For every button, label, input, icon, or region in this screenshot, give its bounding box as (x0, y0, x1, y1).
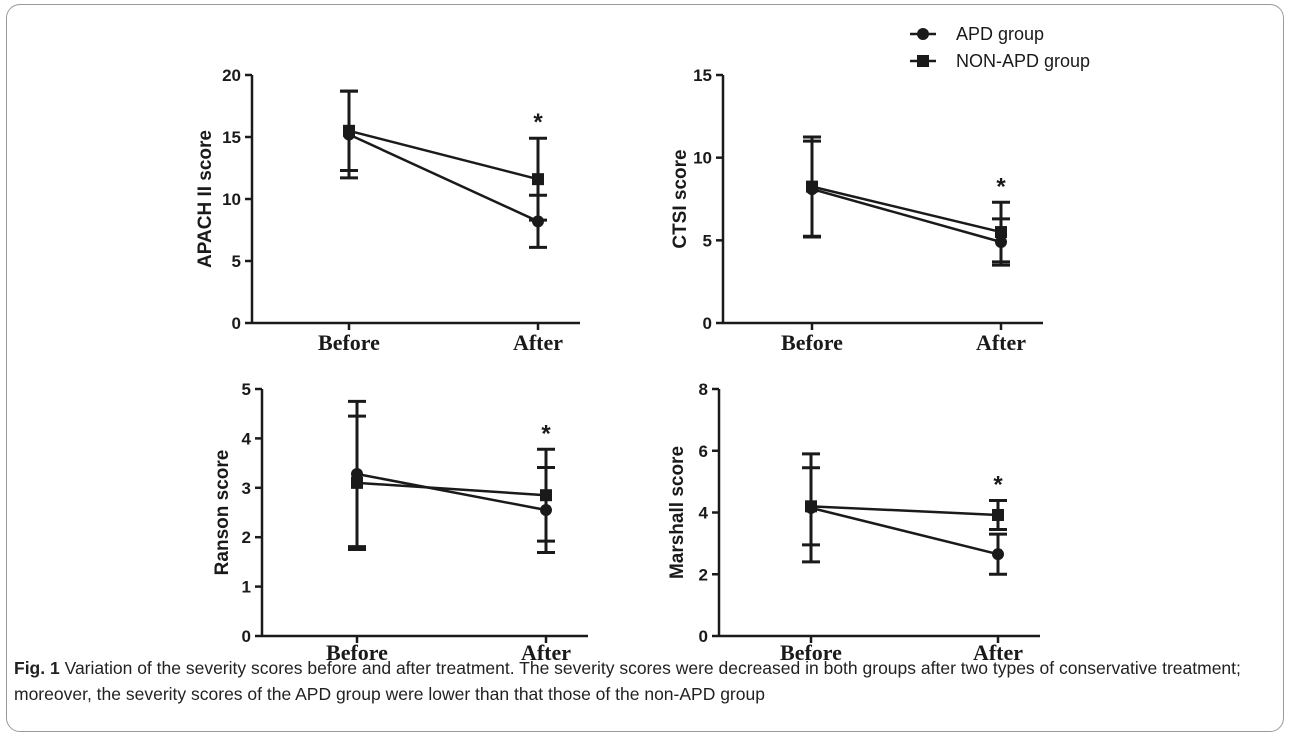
series-apd (340, 89, 547, 249)
x-category-label: Before (326, 640, 388, 665)
x-category-label: After (973, 640, 1023, 665)
y-axis-label: Ranson score (212, 450, 233, 576)
series-line (348, 133, 539, 223)
y-axis-label: Marshall score (667, 446, 688, 579)
figure-frame (6, 4, 1284, 732)
caption-lead: Fig. 1 (14, 658, 60, 678)
y-tick-label: 1 (242, 578, 251, 597)
series-line (810, 506, 999, 556)
data-point (532, 173, 544, 186)
chart-panel-ranson: 0 1 2 3 4 5 Before After Ranson score * (212, 380, 588, 665)
y-tick-label: 15 (222, 128, 241, 147)
series-apd (348, 399, 555, 555)
y-tick-label: 8 (699, 380, 708, 399)
series-line (811, 185, 1002, 234)
x-category-label: After (521, 640, 571, 665)
series-line (348, 129, 539, 181)
series-line (356, 481, 547, 497)
y-tick-label: 4 (699, 504, 709, 523)
chart-panel-marshall: 0 2 4 6 8 Before After Marshall score * (667, 380, 1040, 665)
x-category-label: Before (780, 640, 842, 665)
data-point (992, 508, 1004, 521)
y-tick-label: 10 (693, 149, 712, 168)
y-tick-label: 5 (703, 231, 712, 250)
legend-item: NON-APD group (910, 51, 1090, 71)
figure-caption: Fig. 1 Variation of the severity scores … (14, 655, 1276, 707)
data-point (343, 124, 355, 137)
series-apd (803, 139, 1010, 267)
y-tick-label: 2 (242, 528, 251, 547)
series-non-apd (803, 135, 1010, 264)
legend-label: APD group (956, 24, 1044, 44)
legend-square-marker (917, 55, 929, 67)
y-tick-label: 5 (242, 380, 251, 399)
data-point (805, 500, 817, 513)
y-axis-label: APACH II score (195, 130, 216, 268)
y-tick-label: 15 (693, 66, 712, 85)
y-axis-label: CTSI score (670, 149, 691, 248)
significance-asterisk: * (996, 173, 1006, 200)
y-tick-label: 2 (699, 565, 708, 584)
significance-asterisk: * (541, 420, 551, 447)
chart-panel-ctsi: 0 5 10 15 Before After CTSI score * (670, 66, 1043, 355)
legend: APD group NON-APD group (910, 24, 1090, 71)
series-line (356, 472, 547, 512)
y-tick-label: 3 (242, 479, 251, 498)
series-non-apd (340, 89, 547, 222)
y-tick-label: 4 (242, 429, 252, 448)
y-tick-label: 0 (699, 627, 708, 646)
y-tick-label: 20 (222, 66, 241, 85)
y-tick-label: 6 (699, 442, 708, 461)
series-non-apd (802, 466, 1007, 547)
series-non-apd (348, 414, 555, 552)
x-category-label: After (513, 330, 563, 355)
data-point (540, 489, 552, 502)
chart-panel-apache: 0 5 10 15 20 Before After APACH II score * (195, 66, 580, 355)
x-category-label: After (976, 330, 1026, 355)
caption-text: Variation of the severity scores before … (14, 658, 1241, 704)
data-point (351, 476, 363, 489)
series-line (810, 505, 999, 517)
y-tick-label: 0 (703, 314, 712, 333)
y-tick-label: 0 (242, 627, 251, 646)
legend-circle-marker (917, 28, 929, 40)
series-line (811, 187, 1002, 244)
y-tick-label: 0 (232, 314, 241, 333)
y-tick-label: 5 (232, 252, 241, 271)
x-category-label: Before (318, 330, 380, 355)
data-point (992, 548, 1004, 561)
data-point (995, 226, 1007, 239)
legend-item: APD group (910, 24, 1044, 44)
significance-asterisk: * (533, 109, 543, 136)
x-category-label: Before (781, 330, 843, 355)
data-point (806, 180, 818, 193)
y-tick-label: 10 (222, 190, 241, 209)
significance-asterisk: * (993, 471, 1003, 498)
legend-label: NON-APD group (956, 51, 1090, 71)
